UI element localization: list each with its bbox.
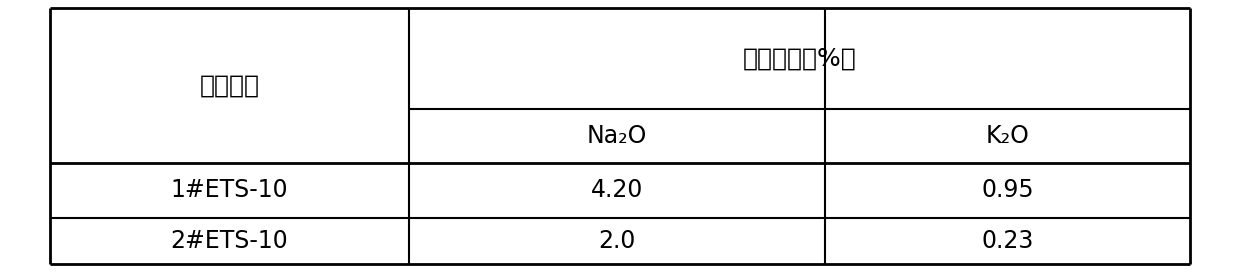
Text: 1#ETS-10: 1#ETS-10 — [171, 178, 288, 202]
Text: 0.23: 0.23 — [981, 229, 1034, 253]
Text: K₂O: K₂O — [986, 124, 1029, 148]
Text: 2#ETS-10: 2#ETS-10 — [171, 229, 288, 253]
Text: 0.95: 0.95 — [981, 178, 1034, 202]
Text: 样品编号: 样品编号 — [200, 74, 259, 98]
Text: 2.0: 2.0 — [598, 229, 636, 253]
Text: 4.20: 4.20 — [590, 178, 644, 202]
Text: Na₂O: Na₂O — [587, 124, 647, 148]
Text: 质量分数（%）: 质量分数（%） — [743, 47, 857, 70]
